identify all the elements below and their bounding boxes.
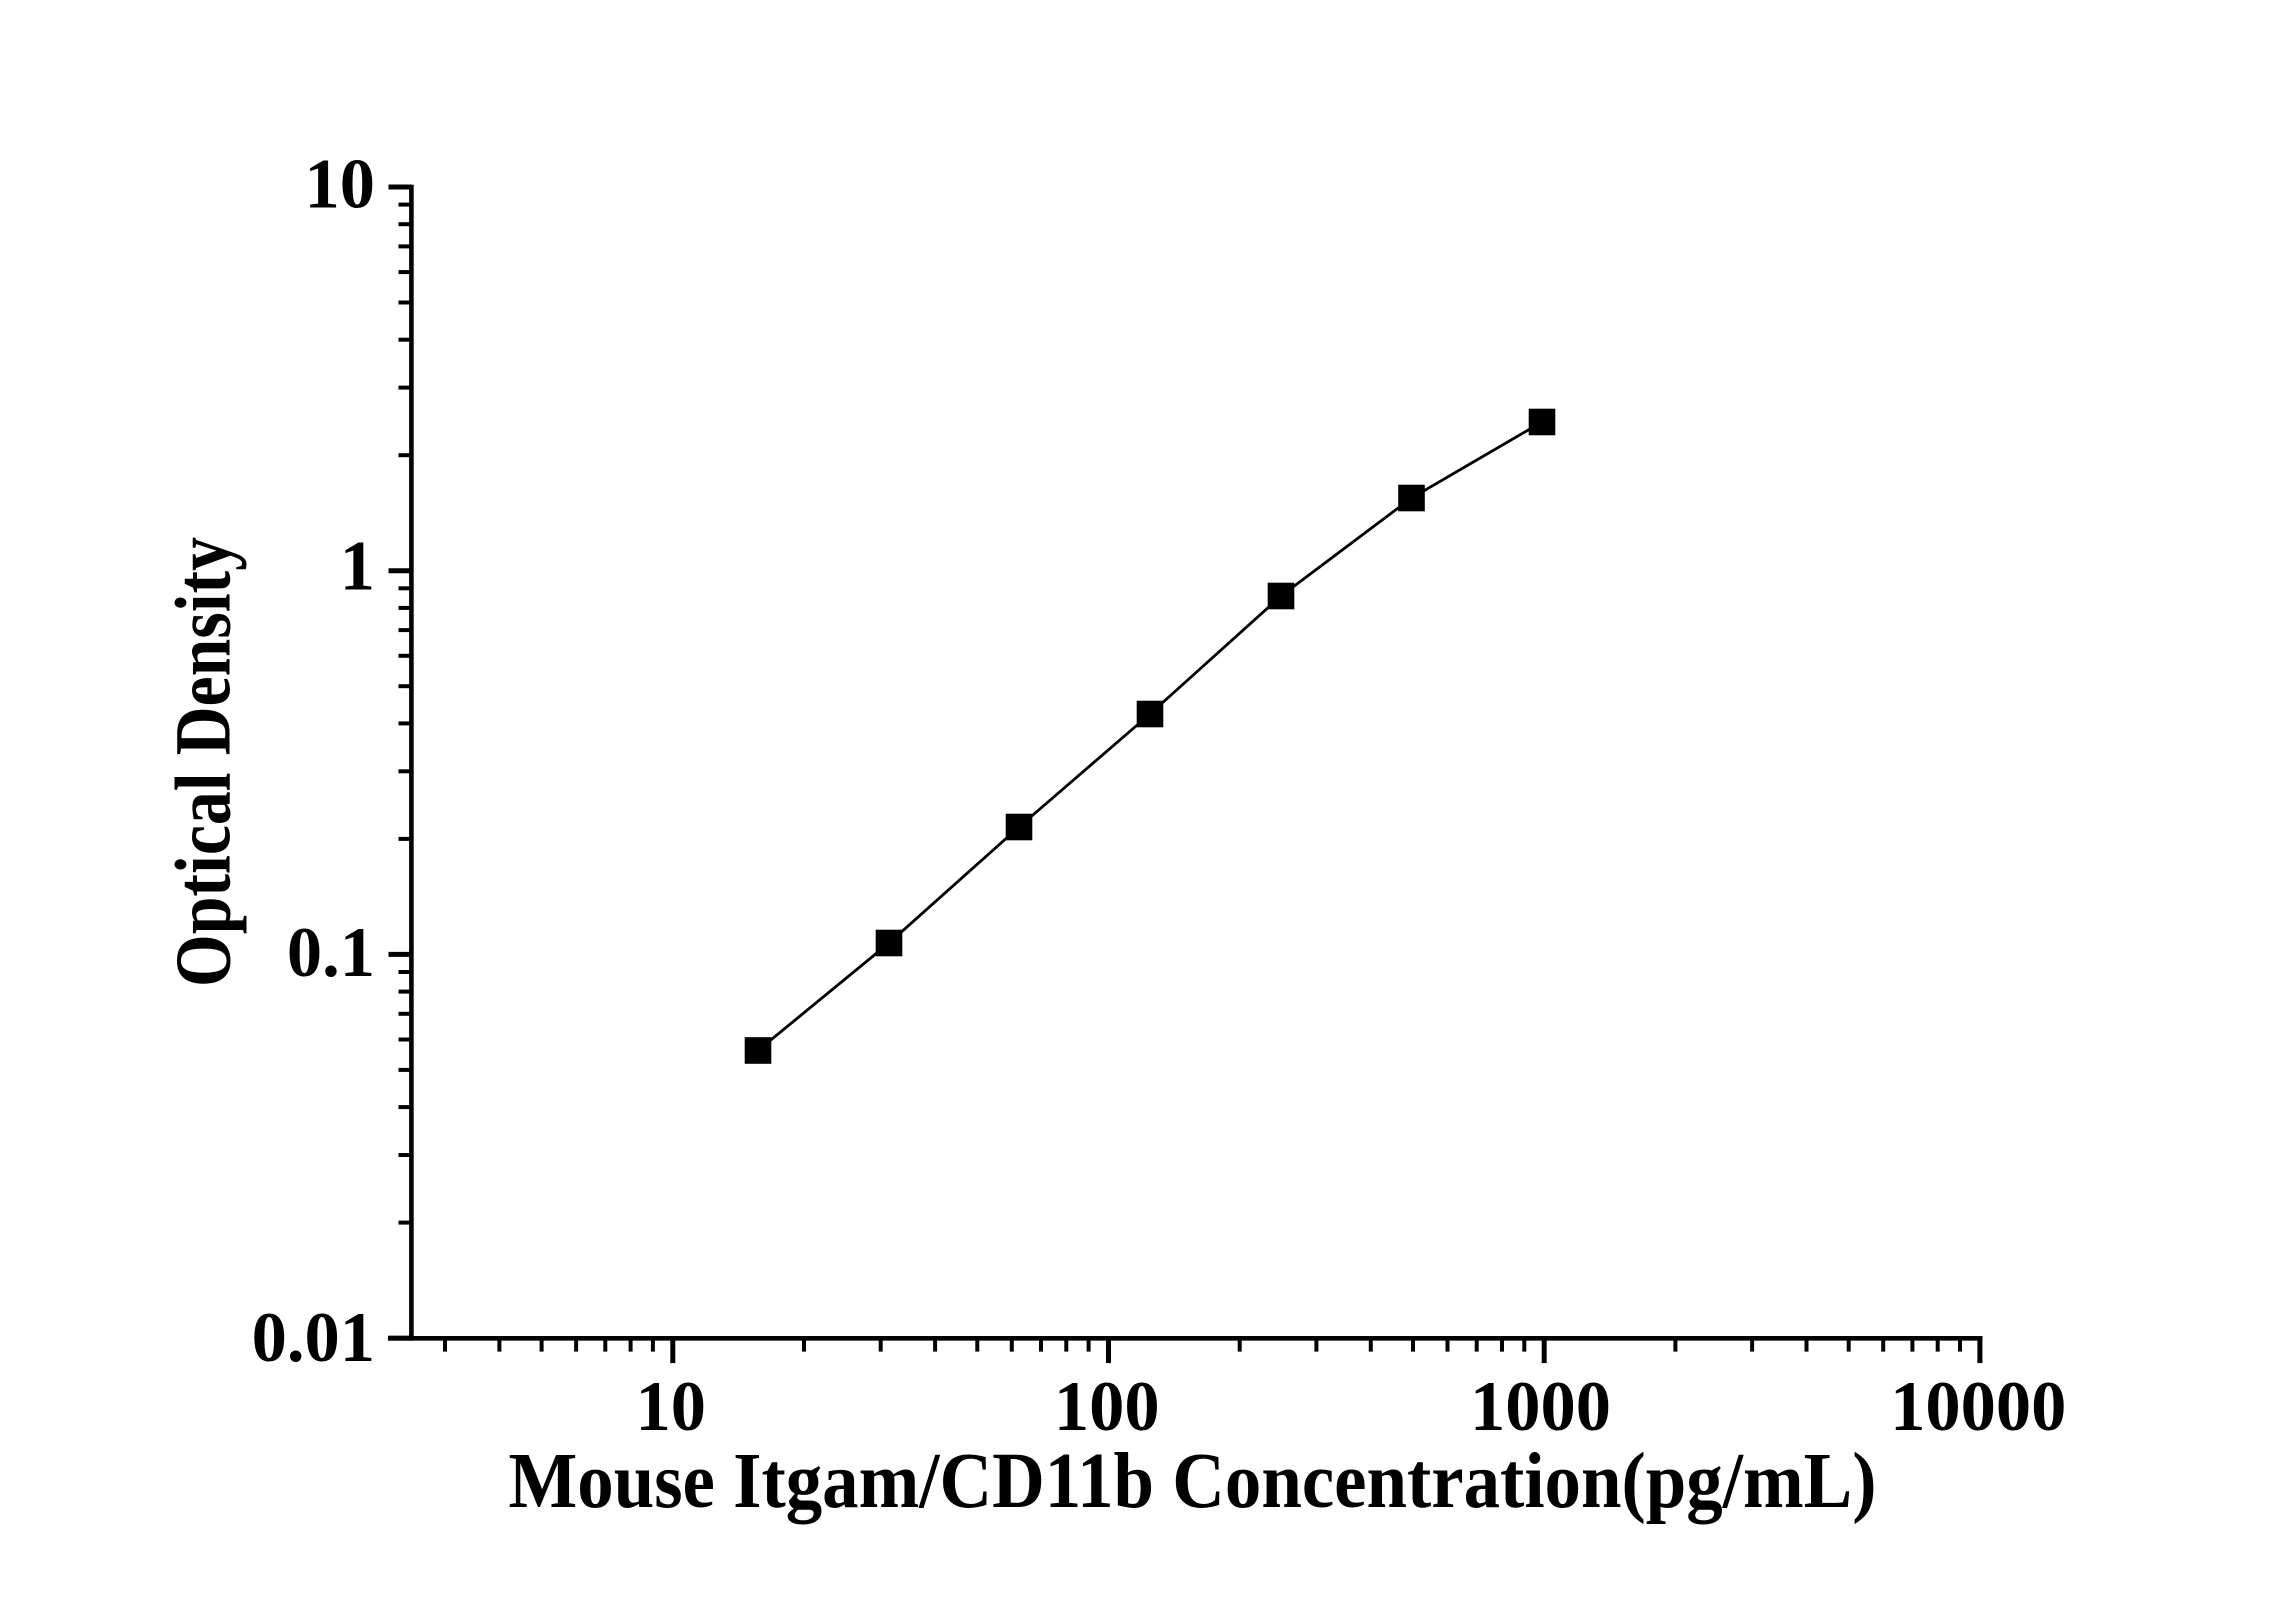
svg-text:10: 10 bbox=[305, 145, 376, 223]
svg-text:1: 1 bbox=[340, 528, 375, 606]
svg-text:100: 100 bbox=[1054, 1368, 1160, 1446]
svg-text:10000: 10000 bbox=[1890, 1368, 2066, 1446]
svg-text:1000: 1000 bbox=[1470, 1368, 1611, 1446]
svg-text:10: 10 bbox=[636, 1368, 707, 1446]
svg-text:Optical Density: Optical Density bbox=[161, 537, 248, 987]
svg-text:Mouse Itgam/CD11b Concentratio: Mouse Itgam/CD11b Concentration(pg/mL) bbox=[509, 1438, 1877, 1525]
svg-text:0.01: 0.01 bbox=[252, 1299, 375, 1377]
svg-text:0.1: 0.1 bbox=[287, 914, 375, 992]
